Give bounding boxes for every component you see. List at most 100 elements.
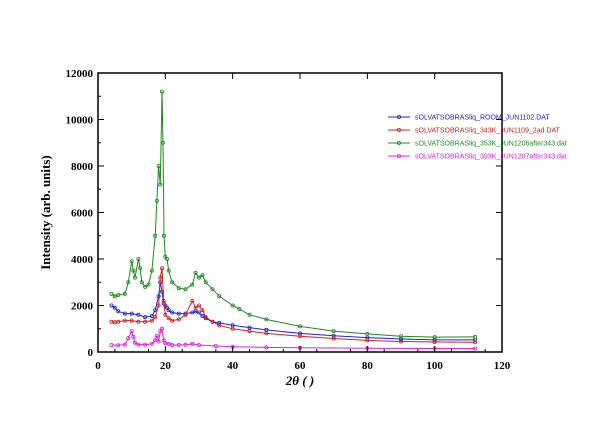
plot-frame [97, 72, 503, 353]
data-point [193, 270, 198, 275]
y-tick-label: 6000 [71, 208, 94, 220]
data-point [154, 333, 159, 338]
data-point [112, 294, 117, 299]
data-point [432, 339, 437, 344]
data-point [160, 140, 165, 145]
legend-item-0: sOLVATSOBRASliq_ROOM_JUN1102.DAT [388, 115, 550, 122]
data-point [196, 310, 201, 315]
data-point [153, 233, 158, 238]
data-point [116, 292, 121, 297]
data-point [190, 341, 195, 346]
data-point [161, 338, 166, 343]
data-point [156, 339, 161, 344]
data-point [126, 336, 131, 341]
series-line [111, 267, 476, 343]
data-point [153, 315, 158, 320]
data-point [170, 310, 175, 315]
data-point [153, 338, 158, 343]
data-point [136, 342, 141, 347]
data-point [297, 334, 302, 339]
data-point [131, 268, 136, 273]
y-tick-label: 2000 [71, 301, 94, 313]
y-tick-label: 8000 [71, 161, 94, 173]
x-tick-label: 80 [362, 360, 374, 372]
data-point [166, 308, 171, 313]
data-point [365, 335, 370, 340]
data-point [109, 303, 114, 308]
data-point [213, 343, 218, 348]
data-point [156, 163, 161, 168]
y-axis-label: Intensity (arb. units) [38, 155, 53, 270]
series-1 [109, 266, 478, 345]
data-point [116, 343, 121, 348]
data-point [126, 280, 131, 285]
data-point [331, 329, 336, 334]
legend-item-1: sOLVATSOBRASliq_343K_JUN1109_2ad.DAT [388, 128, 561, 135]
data-point [176, 286, 181, 291]
data-point [331, 336, 336, 341]
data-point [122, 318, 127, 323]
data-point [143, 342, 148, 347]
data-point [473, 334, 478, 339]
data-point [473, 346, 478, 351]
data-point [129, 259, 134, 264]
data-point [149, 268, 154, 273]
data-point [170, 280, 175, 285]
legend-label: sOLVATSOBRASliq_ROOM_JUN1102.DAT [415, 115, 550, 122]
data-point [183, 287, 188, 292]
data-point [159, 326, 164, 331]
data-point [154, 198, 159, 203]
data-point [432, 335, 437, 340]
plot-area [109, 89, 478, 351]
legend-label: sOLVATSOBRASliq_393K_JUN1207after343.dat [415, 154, 567, 161]
data-point [200, 273, 205, 278]
data-point [196, 275, 201, 280]
data-point [149, 341, 154, 346]
data-point [149, 313, 154, 318]
data-point [164, 256, 169, 261]
x-tick-label: 0 [95, 360, 101, 372]
x-tick-label: 100 [426, 360, 443, 372]
data-point [166, 268, 171, 273]
data-point [122, 291, 127, 296]
series-line [111, 328, 476, 349]
x-tick-label: 60 [295, 360, 307, 372]
data-point [190, 310, 195, 315]
data-point [131, 334, 136, 339]
legend-marker [396, 153, 401, 158]
data-point [109, 342, 114, 347]
data-point [129, 311, 134, 316]
legend-item-2: sOLVATSOBRASliq_353K_JUN1206after343.dat [388, 141, 567, 148]
data-point [365, 338, 370, 343]
data-point [116, 309, 121, 314]
data-point [193, 305, 198, 310]
data-point [143, 319, 148, 324]
data-point [159, 266, 164, 271]
data-point [112, 305, 117, 310]
legend-item-3: sOLVATSOBRASliq_393K_JUN1207after343.dat [388, 154, 567, 161]
legend-label: sOLVATSOBRASliq_353K_JUN1206after343.dat [415, 141, 567, 148]
data-point [200, 313, 205, 318]
legend-label: sOLVATSOBRASliq_343K_JUN1109_2ad.DAT [415, 128, 561, 135]
data-point [473, 340, 478, 345]
data-point [161, 298, 166, 303]
data-point [158, 275, 163, 280]
data-point [129, 318, 134, 323]
x-tick-label: 20 [160, 360, 172, 372]
data-point [159, 89, 164, 94]
data-point [122, 342, 127, 347]
data-point [170, 318, 175, 323]
data-point [109, 291, 114, 296]
data-point [203, 280, 208, 285]
data-point [143, 315, 148, 320]
y-tick-label: 10000 [66, 115, 94, 127]
x-tick-label: 40 [227, 360, 239, 372]
x-tick-label: 120 [494, 360, 511, 372]
data-point [331, 333, 336, 338]
data-point [230, 326, 235, 331]
data-point [230, 303, 235, 308]
data-point [156, 303, 161, 308]
data-point [247, 329, 252, 334]
data-point [163, 312, 168, 317]
data-point [161, 233, 166, 238]
